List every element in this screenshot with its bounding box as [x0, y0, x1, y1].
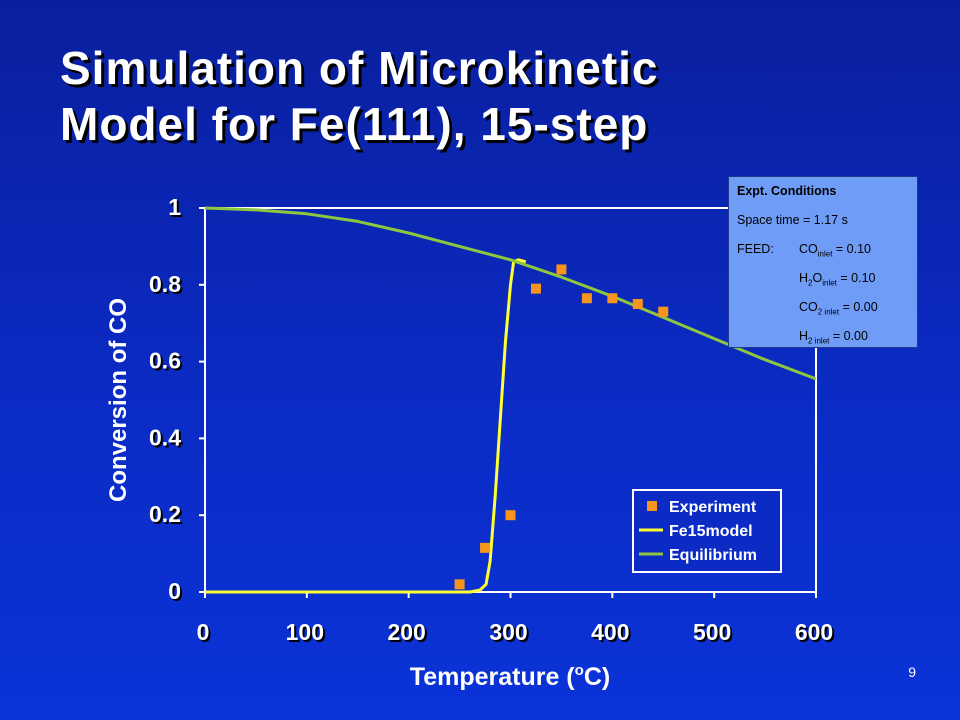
co2-species: CO — [799, 300, 818, 314]
h2-sub: 2 inlet — [808, 336, 830, 346]
x-tick-label: 100 — [288, 621, 326, 647]
h2-value: = 0.00 — [829, 329, 868, 343]
y-tick-label: 0 — [168, 578, 181, 604]
series-line-equilibrium — [204, 206, 817, 381]
co2-sub: 2 inlet — [817, 307, 840, 317]
x-tick-label: 600 — [797, 621, 835, 647]
x-tick-label: 300 — [489, 619, 527, 645]
y-tick-label: 0.2 — [151, 503, 183, 529]
legend-label: Experiment — [669, 499, 757, 516]
y-tick-label: 0.6 — [149, 348, 181, 374]
h2o-sub: inlet — [822, 278, 837, 288]
x-tick-label: 500 — [693, 619, 731, 645]
x-tick-label: 400 — [591, 619, 629, 645]
space-time: Space time = 1.17 s — [737, 213, 848, 227]
y-tick-label: 1 — [168, 194, 181, 220]
conditions-box: Expt. Conditions Space time = 1.17 s FEE… — [728, 176, 918, 348]
h2o-species-a: H — [799, 271, 809, 285]
x-tick-label: 0 — [199, 621, 212, 647]
x-tick-label: 0 — [197, 619, 210, 645]
experiment-point — [632, 299, 643, 309]
series-line-fe15model — [205, 258, 527, 594]
x-tick-label: 600 — [795, 619, 833, 645]
x-tick-label: 300 — [491, 621, 529, 647]
x-tick-label: 100 — [286, 619, 324, 645]
feed-h2: H2 inlet = 0.00 — [737, 326, 909, 355]
y-tick-label: 0.4 — [149, 424, 181, 450]
co-value: = 0.10 — [832, 242, 872, 256]
slide-number: 9 — [908, 664, 916, 680]
x-tick-label: 500 — [695, 621, 733, 647]
experiment-point — [581, 293, 592, 304]
legend-label: Fe15model — [669, 523, 753, 540]
slide-title-line1: Simulation of Microkinetic — [60, 42, 659, 94]
feed-label: FEED: — [737, 242, 774, 256]
x-tick-label: 400 — [593, 621, 631, 647]
h2o-sub-a: 2 — [808, 278, 813, 288]
h2o-species-b: O — [812, 271, 823, 285]
y-tick-label: 1 — [170, 196, 183, 222]
slide-title: Simulation of Microkinetic Model for Fe(… — [60, 40, 920, 152]
experiment-point — [454, 579, 465, 590]
feed-h2o: H2Oinlet = 0.10 — [737, 268, 909, 297]
co-sub: inlet — [817, 249, 833, 259]
h2o-value: = 0.10 — [836, 271, 876, 285]
x-tick-label: 200 — [387, 619, 425, 645]
x-axis-title: Temperature (oC) — [410, 662, 610, 691]
x-tick-label: 200 — [389, 621, 427, 647]
y-tick-label: 0.8 — [149, 271, 181, 297]
slide-title-line2: Model for Fe(111), 15-step — [60, 98, 649, 150]
h2-species: H — [799, 329, 809, 343]
conditions-header: Expt. Conditions — [737, 184, 837, 198]
legend-marker-experiment — [647, 501, 657, 511]
co2-value: = 0.00 — [839, 300, 878, 314]
y-tick-label: 0.8 — [151, 273, 183, 299]
feed-co: FEED: COinlet = 0.10 — [737, 239, 909, 268]
co-species: CO — [799, 242, 818, 256]
feed-co2: CO2 inlet = 0.00 — [737, 297, 909, 326]
legend-label: Equilibrium — [669, 547, 757, 564]
experiment-point — [556, 264, 567, 275]
y-tick-label: 0 — [170, 580, 183, 606]
y-tick-label: 0.6 — [151, 350, 183, 376]
experiment-point — [658, 306, 669, 317]
y-tick-label: 0.2 — [149, 501, 181, 527]
experiment-point — [530, 283, 541, 294]
y-axis-title: Conversion of CO — [105, 298, 132, 502]
y-tick-label: 0.4 — [151, 426, 183, 452]
experiment-point — [505, 510, 516, 521]
experiment-point — [480, 542, 491, 553]
experiment-point — [607, 293, 618, 304]
